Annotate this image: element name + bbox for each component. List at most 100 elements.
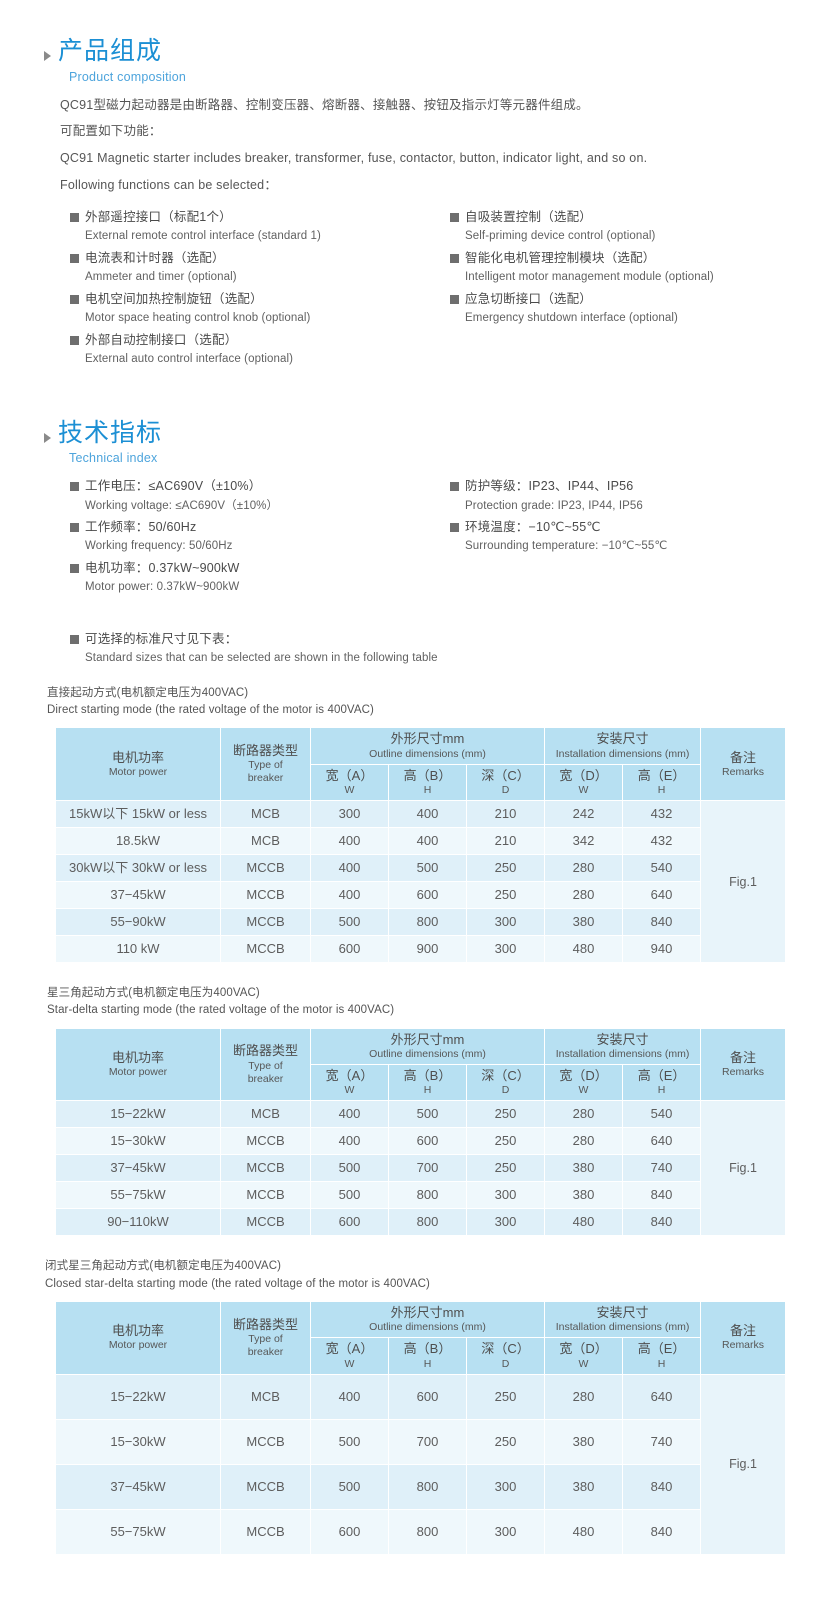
cell-motor-power: 110 kW [55,935,221,964]
cell-width-a: 400 [310,1100,389,1129]
cell-motor-power: 37−45kW [55,881,221,910]
cell-width-d: 280 [544,1100,624,1129]
bullet-square-icon [70,335,79,345]
cell-width-a: 500 [310,1463,389,1510]
th-breaker-type-en1: Type of [248,1059,283,1072]
cell-width-a: 400 [310,1127,389,1156]
th-breaker-type-cn: 断路器类型 [232,743,298,758]
cell-width-a: 400 [310,1373,389,1420]
th-depth-c-cn: 深（C） [481,1068,530,1083]
product-composition-section: 产品组成 Product composition [44,37,830,84]
cell-width-d: 280 [544,854,624,883]
th-height-b-cn: 高（B） [403,1068,452,1083]
th-installation-dimensions: 安装尺寸 Installation dimensions (mm) [544,1027,702,1066]
cell-width-a: 400 [310,827,389,856]
th-breaker-type-cn: 断路器类型 [232,1316,298,1332]
feature-label-cn-wrap: 智能化电机管理控制模块（选配） [450,249,830,268]
table-header-row-2: 宽（A） W 高（B） H 深（C） D 宽（D） W 高（E） H [56,763,786,802]
table-row: 37−45kW MCCB 400 600 250 280 640 [55,881,786,910]
cell-motor-power: 15−30kW [55,1127,221,1156]
feature-label-cn-wrap: 电流表和计时器（选配） [70,249,450,268]
cell-height-e: 540 [622,1100,702,1129]
table-3-caption: 闭式星三角起动方式(电机额定电压为400VAC) Closed star-del… [45,1258,830,1293]
table-body: 15−22kW MCB 400 500 250 280 540 Fig.1 15… [55,1100,787,1237]
cell-depth-c: 300 [465,908,546,937]
cell-height-e: 840 [622,1208,702,1237]
cell-height-b: 600 [388,1127,467,1156]
cell-depth-c: 300 [465,1208,546,1237]
th-install-cn: 安装尺寸 [596,1031,649,1047]
bullet-square-icon [450,482,459,492]
bullet-square-icon [450,254,459,264]
table-header-row-1: 电机功率 Motor power 断路器类型 Type of breaker 外… [55,1027,787,1102]
triangle-marker-icon [44,432,51,443]
cell-width-a: 400 [310,854,389,883]
table-header-row-2: 宽（A） W 高（B） H 深（C） D 宽（D） W 高（E） H [56,1337,786,1375]
cell-depth-c: 210 [465,827,546,856]
bullet-square-icon [70,482,79,492]
cell-height-e: 740 [622,1154,702,1183]
table-row: 55−75kW MCCB 600 800 300 480 840 [55,1508,786,1555]
th-depth-c: 深（C） D [465,763,546,802]
cell-width-d: 280 [544,1127,624,1156]
cell-height-b: 800 [388,1508,467,1555]
table-row: 55−75kW MCCB 500 800 300 380 840 [55,1181,786,1210]
cell-breaker: MCCB [220,908,311,937]
th-remarks-cn: 备注 [730,1049,757,1065]
technical-item: 防护等级：IP23、IP44、IP56 Protection grade: IP… [450,477,830,516]
th-height-e-en: H [657,784,666,796]
th-height-b-cn: 高（B） [403,767,452,783]
technical-index-section: 技术指标 Technical index [44,419,830,465]
technical-label-cn: 电机功率：0.37kW~900kW [85,561,240,576]
th-breaker-type-en2: breaker [247,1072,284,1085]
th-install-en: Installation dimensions (mm) [555,747,690,760]
th-height-e-cn: 高（E） [637,1068,686,1083]
cell-breaker: MCB [220,1373,311,1420]
cell-width-a: 600 [310,1208,389,1237]
th-motor-power-en: Motor power [108,765,168,778]
technical-items: 工作电压：≤AC690V（±10%） Working voltage: ≤AC6… [0,477,830,600]
technical-item: 工作频率：50/60Hz Working frequency: 50/60Hz [70,518,450,557]
feature-item: 自吸装置控制（选配） Self-priming device control (… [450,208,830,247]
th-height-e: 高（E） H [622,763,702,802]
cell-width-a: 500 [310,1154,389,1183]
cell-remarks: Fig.1 [700,1100,787,1237]
table-row: 18.5kW MCB 400 400 210 342 432 [55,827,786,856]
cell-width-a: 600 [310,935,389,964]
technical-left-column: 工作电压：≤AC690V（±10%） Working voltage: ≤AC6… [70,477,450,600]
th-height-e: 高（E） H [622,1063,702,1102]
technical-label-en: Surrounding temperature: −10℃~55℃ [465,540,668,553]
cell-depth-c: 250 [465,1100,546,1129]
technical-item: 电机功率：0.37kW~900kW Motor power: 0.37kW~90… [70,559,450,598]
th-width-d-cn: 宽（D） [559,767,608,783]
th-height-b: 高（B） H [388,1337,467,1375]
cell-height-b: 400 [388,800,467,829]
th-breaker-type-en1: Type of [248,1332,283,1345]
th-breaker-type-en2: breaker [247,1345,284,1358]
cell-motor-power: 15−30kW [55,1418,221,1465]
cell-height-e: 640 [622,881,702,910]
cell-height-e: 940 [622,935,702,964]
th-motor-power-cn: 电机功率 [111,1049,164,1065]
cell-height-b: 700 [388,1418,467,1465]
th-remarks: 备注 Remarks [700,1027,787,1102]
cell-motor-power: 37−45kW [55,1463,221,1510]
bullet-square-icon [70,213,79,223]
cell-height-b: 800 [388,1463,467,1510]
feature-label-cn-wrap: 电机空间加热控制旋钮（选配） [70,290,450,309]
feature-item: 电流表和计时器（选配） Ammeter and timer (optional) [70,249,450,288]
cell-height-e: 840 [622,1508,702,1555]
product-paragraph-line4: Following functions can be selected： [60,178,278,193]
bullet-square-icon [70,635,79,645]
cell-breaker: MCCB [220,1463,311,1510]
cell-width-d: 480 [544,935,624,964]
cell-width-a: 600 [310,1508,389,1555]
th-depth-c-cn: 深（C） [481,1341,530,1357]
feature-label-en: Ammeter and timer (optional) [85,271,237,284]
feature-label-cn: 应急切断接口（选配） [465,291,593,306]
th-install-en: Installation dimensions (mm) [555,1047,690,1060]
feature-label-cn: 电流表和计时器（选配） [85,250,225,265]
cell-breaker: MCCB [220,1127,311,1156]
cell-breaker: MCB [220,800,311,829]
th-width-d-en: W [578,1084,589,1097]
